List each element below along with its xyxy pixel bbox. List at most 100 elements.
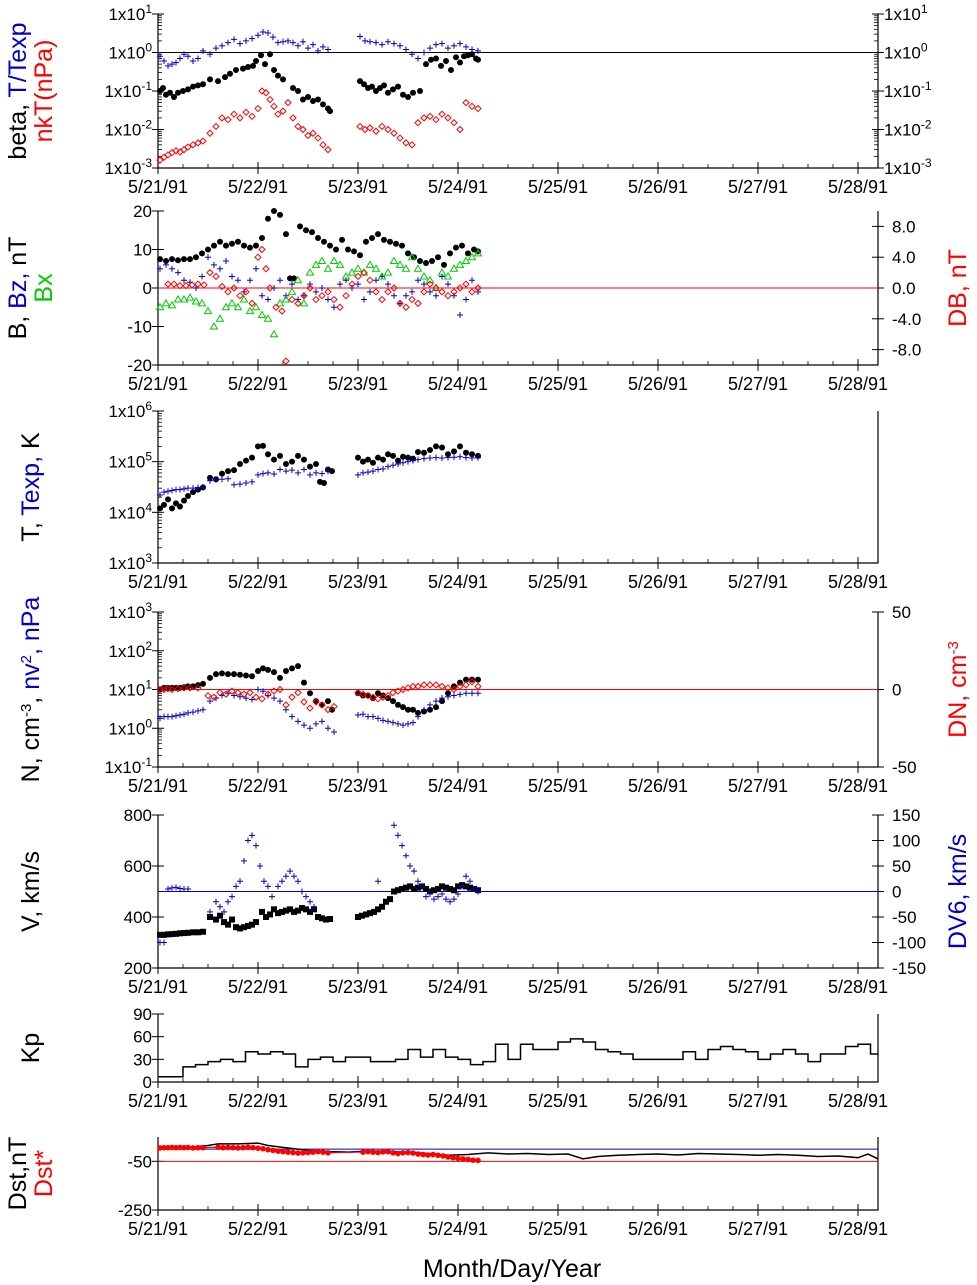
y-tick-label: 1x105	[108, 450, 152, 472]
x-tick-label: 5/21/91	[128, 572, 188, 592]
data-point	[229, 273, 235, 280]
data-point	[271, 669, 277, 676]
data-point	[399, 885, 405, 892]
data-point	[433, 292, 439, 299]
data-point	[267, 51, 273, 58]
data-point	[280, 38, 286, 45]
data-point	[195, 1144, 201, 1151]
data-point	[194, 280, 202, 288]
data-point	[313, 469, 319, 476]
data-point	[356, 122, 364, 131]
data-point	[279, 908, 285, 915]
data-point	[157, 491, 163, 498]
x-tick-label: 5/21/91	[128, 374, 188, 394]
x-tick-label: 5/27/91	[728, 374, 788, 394]
series-2	[157, 686, 481, 736]
data-point	[330, 295, 338, 304]
series-3	[155, 248, 483, 338]
data-point	[445, 1154, 451, 1160]
data-point	[257, 310, 267, 318]
data-point	[295, 452, 301, 459]
data-point	[213, 671, 219, 678]
data-point	[207, 914, 213, 920]
data-point	[288, 693, 296, 701]
data-point	[278, 307, 286, 315]
data-point	[362, 37, 368, 44]
data-point	[254, 253, 262, 261]
data-point	[450, 119, 458, 127]
data-point	[415, 277, 421, 284]
data-point	[367, 38, 373, 45]
x-axis-title: Month/Day/Year	[423, 1255, 601, 1283]
data-point	[255, 686, 261, 693]
data-point	[250, 1144, 256, 1151]
data-point	[397, 300, 403, 307]
data-point	[169, 884, 175, 891]
x-tick-label: 5/21/91	[128, 1091, 188, 1111]
data-point	[415, 884, 421, 891]
data-point	[177, 711, 183, 718]
data-point	[410, 706, 416, 713]
data-point	[405, 720, 411, 727]
y2-axis-title-line: DB, nT	[944, 249, 972, 327]
data-point	[263, 314, 273, 322]
data-point	[289, 467, 295, 474]
data-point	[439, 891, 445, 898]
data-point	[375, 878, 381, 885]
data-point	[157, 505, 163, 512]
data-point	[463, 690, 469, 697]
data-point	[433, 443, 439, 450]
data-point	[223, 258, 229, 265]
data-point	[444, 114, 452, 122]
data-point	[160, 685, 168, 694]
data-point	[219, 42, 225, 49]
data-point	[469, 451, 475, 458]
data-point	[224, 115, 232, 124]
data-point	[469, 690, 475, 697]
data-point	[287, 906, 293, 913]
y-axis-title: T, Texp, K	[17, 432, 45, 542]
data-point	[359, 912, 365, 919]
data-point	[194, 684, 202, 692]
y-axis-title-line: N, cm-3, nv2, nPa	[17, 597, 45, 783]
data-point	[177, 930, 183, 937]
data-point	[319, 718, 325, 725]
data-point	[456, 284, 464, 292]
series-3	[156, 87, 482, 164]
data-point	[365, 1148, 371, 1155]
data-point	[217, 903, 223, 910]
data-point	[185, 929, 191, 936]
data-point	[231, 36, 237, 43]
data-point	[324, 288, 332, 296]
data-point	[275, 72, 281, 79]
data-point	[415, 713, 421, 720]
data-point	[385, 281, 391, 288]
panel-field: 20 10 0 -10 -20 8.0 4.0 0.0 -4.0 -8.0 5/21/91 5/22/…	[4, 202, 972, 394]
data-point	[181, 485, 187, 492]
data-point	[235, 277, 241, 284]
data-point	[474, 284, 482, 292]
data-point	[319, 701, 325, 708]
data-point	[439, 455, 445, 462]
data-point	[318, 291, 326, 300]
data-point	[468, 102, 476, 111]
data-point	[200, 81, 206, 88]
data-point	[443, 896, 449, 903]
data-point	[468, 678, 476, 686]
data-point	[467, 252, 477, 261]
data-point	[237, 693, 243, 700]
data-point	[237, 460, 243, 467]
data-point	[199, 137, 207, 145]
data-point	[380, 465, 386, 472]
data-point	[361, 81, 367, 88]
data-point	[428, 56, 434, 63]
data-point	[315, 234, 321, 241]
data-point	[423, 893, 429, 900]
data-point	[257, 863, 263, 869]
data-point	[245, 306, 255, 315]
data-point	[294, 122, 302, 131]
data-point	[173, 712, 179, 719]
panel-frame	[157, 411, 879, 564]
data-point	[300, 1150, 306, 1156]
